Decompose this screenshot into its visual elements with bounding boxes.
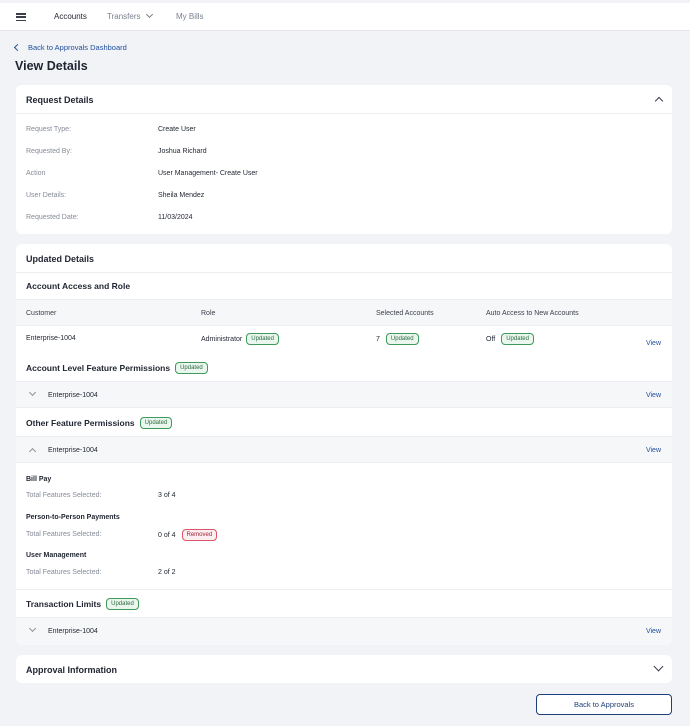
account-access-title: Account Access and Role (26, 281, 131, 291)
requested-date-label: Requested Date: (26, 214, 79, 221)
account-level-title: Account Level Feature Permissions Update… (26, 362, 208, 374)
view-transaction-limits-link[interactable]: View (645, 628, 661, 635)
request-type-value: Create User (158, 126, 196, 133)
feature-p2p-label: Total Features Selected: (26, 531, 102, 538)
transaction-limits-customer: Enterprise-1004 (48, 628, 98, 635)
other-feature-title-text: Other Feature Permissions (26, 418, 135, 428)
updated-details-title: Updated Details (26, 254, 95, 264)
feature-p2p-payments: Person-to-Person Payments (26, 514, 120, 521)
chevron-left-icon (13, 43, 22, 52)
nav-my-bills[interactable]: My Bills (176, 12, 204, 21)
column-auto-access: Auto Access to New Accounts (486, 310, 579, 317)
request-details-header[interactable]: Request Details (16, 85, 672, 114)
approval-information-title: Approval Information (26, 665, 118, 675)
chevron-up-icon[interactable] (654, 96, 664, 106)
other-feature-title: Other Feature Permissions Updated (26, 417, 173, 429)
feature-bill-pay-value: 3 of 4 (158, 492, 176, 499)
account-level-row[interactable]: Enterprise-1004 View (16, 381, 672, 408)
status-badge: Updated (175, 362, 208, 374)
status-badge: Removed (181, 529, 218, 541)
view-account-access-link[interactable]: View (645, 340, 661, 347)
auto-access-value: Off (486, 335, 496, 343)
nav-transfers-label: Transfers (107, 12, 141, 21)
chevron-up-icon[interactable] (28, 447, 37, 456)
top-nav-bar: Accounts Transfers My Bills (0, 3, 690, 31)
feature-user-management-value: 2 of 2 (158, 569, 176, 576)
chevron-down-icon (145, 10, 153, 19)
approval-information-card[interactable]: Approval Information (16, 655, 672, 683)
status-badge: Updated (106, 598, 139, 610)
action-value: User Management- Create User (158, 170, 258, 177)
row-role: Administrator Updated (201, 333, 279, 345)
action-label: Action (26, 170, 46, 177)
updated-details-header: Updated Details (16, 244, 672, 273)
nav-accounts[interactable]: Accounts (54, 12, 87, 21)
nav-transfers[interactable]: Transfers (107, 10, 153, 21)
requested-by-label: Requested By: (26, 148, 72, 155)
selected-accounts-value: 7 (376, 335, 380, 343)
status-badge: Updated (385, 333, 419, 345)
column-selected-accounts: Selected Accounts (376, 310, 434, 317)
back-to-dashboard-link[interactable]: Back to Approvals Dashboard (13, 43, 127, 52)
page-title: View Details (15, 59, 88, 73)
feature-user-management-label: Total Features Selected: (26, 569, 102, 576)
role-value: Administrator (201, 335, 243, 343)
other-feature-customer: Enterprise-1004 (48, 447, 98, 454)
transaction-limits-title-text: Transaction Limits (26, 599, 102, 609)
request-details-card: Request Details Request Type: Create Use… (16, 85, 672, 234)
request-details-title: Request Details (26, 95, 94, 105)
user-details-label: User Details: (26, 192, 67, 199)
divider (16, 589, 672, 590)
account-level-title-text: Account Level Feature Permissions (26, 363, 171, 373)
updated-details-card: Updated Details Account Access and Role … (16, 244, 672, 645)
feature-p2p-value: 0 of 4 Removed (158, 529, 218, 541)
row-customer: Enterprise-1004 (26, 335, 76, 342)
status-badge: Updated (246, 333, 279, 345)
feature-user-management: User Management (26, 552, 87, 559)
column-customer: Customer (26, 310, 57, 317)
transaction-limits-row[interactable]: Enterprise-1004 View (16, 617, 672, 645)
account-access-table-header: Customer Role Selected Accounts Auto Acc… (16, 299, 672, 326)
requested-by-value: Joshua Richard (158, 148, 207, 155)
request-type-label: Request Type: (26, 126, 72, 133)
chevron-down-icon[interactable] (28, 624, 37, 633)
view-other-feature-link[interactable]: View (645, 447, 661, 454)
chevron-down-icon[interactable] (653, 661, 664, 672)
requested-date-value: 11/03/2024 (158, 214, 193, 221)
back-link-label: Back to Approvals Dashboard (28, 43, 127, 52)
feature-p2p-count: 0 of 4 (158, 531, 176, 539)
row-selected-accounts: 7 Updated (376, 333, 419, 345)
other-feature-row[interactable]: Enterprise-1004 View (16, 436, 672, 463)
chevron-down-icon[interactable] (28, 388, 37, 397)
status-badge: Updated (139, 417, 173, 429)
menu-icon[interactable] (16, 13, 26, 21)
view-account-level-link[interactable]: View (645, 392, 661, 399)
feature-bill-pay: Bill Pay (26, 476, 52, 483)
account-level-customer: Enterprise-1004 (48, 392, 98, 399)
row-auto-access: Off Updated (486, 333, 534, 345)
feature-bill-pay-label: Total Features Selected: (26, 492, 102, 499)
column-role: Role (201, 310, 216, 317)
transaction-limits-title: Transaction Limits Updated (26, 598, 139, 610)
status-badge: Updated (501, 333, 534, 345)
user-details-value: Sheila Mendez (158, 192, 205, 199)
back-to-approvals-button[interactable]: Back to Approvals (536, 694, 672, 715)
